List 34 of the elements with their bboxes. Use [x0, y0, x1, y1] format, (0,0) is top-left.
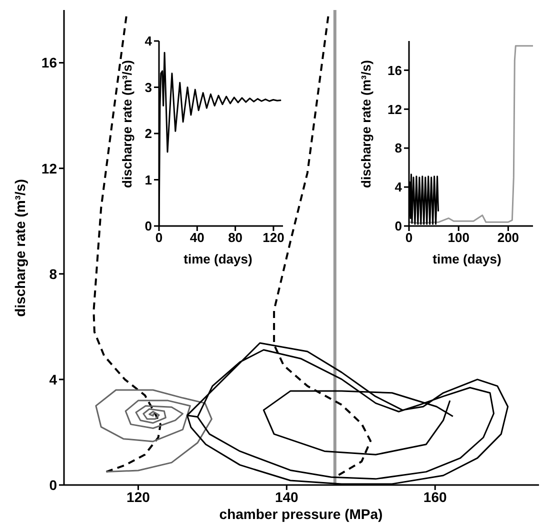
y-tick-label: 0: [394, 218, 402, 234]
y-axis-title: discharge rate (m³/s): [358, 60, 374, 188]
x-tick-label: 120: [262, 230, 284, 246]
y-tick-label: 12: [41, 160, 58, 176]
x-tick-label: 140: [274, 488, 299, 505]
x-tick-label: 200: [497, 230, 520, 246]
y-tick-label: 0: [144, 218, 152, 234]
y-tick-label: 3: [144, 80, 152, 95]
y-tick-label: 4: [394, 180, 403, 195]
y-tick-label: 8: [394, 140, 402, 156]
x-tick-label: 100: [448, 230, 470, 246]
x-axis-title: time (days): [432, 252, 502, 266]
y-tick-label: 1: [144, 172, 152, 188]
x-tick-label: 160: [423, 488, 447, 505]
y-tick-label: 4: [144, 34, 153, 49]
y-tick-label: 8: [49, 266, 58, 282]
y-axis-title: discharge rate (m³/s): [120, 60, 134, 188]
line-series: [409, 45, 533, 224]
line-series: [95, 389, 212, 473]
y-tick-label: 12: [388, 102, 402, 117]
x-tick-label: 40: [190, 230, 204, 246]
y-axis-title: discharge rate (m³/s): [12, 179, 28, 317]
x-tick-label: 0: [405, 230, 413, 246]
y-tick-label: 0: [49, 476, 58, 493]
x-axis-title: time (days): [184, 252, 252, 266]
x-axis-title: chamber pressure (MPa): [219, 506, 383, 522]
y-tick-label: 16: [388, 62, 402, 78]
x-tick-label: 0: [155, 230, 163, 246]
x-tick-label: 80: [228, 230, 243, 246]
y-tick-label: 4: [49, 371, 58, 388]
y-tick-label: 16: [41, 54, 58, 71]
line-series: [92, 15, 162, 473]
x-tick-label: 120: [126, 488, 150, 505]
y-tick-label: 2: [144, 126, 152, 142]
